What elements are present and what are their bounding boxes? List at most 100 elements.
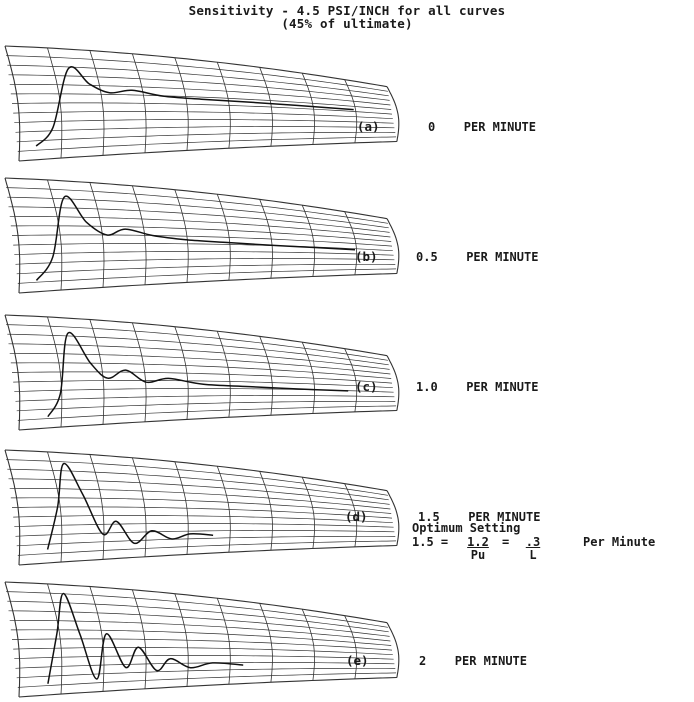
grid-line-vertical bbox=[89, 586, 105, 692]
pressure-trace bbox=[46, 462, 214, 550]
grid-line-vertical bbox=[259, 603, 273, 683]
fraction-1-denominator: Pu bbox=[470, 548, 486, 562]
grid-line-horizontal bbox=[11, 371, 393, 384]
grid-line-vertical bbox=[216, 466, 231, 553]
grid-line-vertical bbox=[386, 490, 400, 546]
optimum-equals: = bbox=[502, 535, 510, 549]
grid-line-horizontal bbox=[18, 676, 397, 698]
grid-line-horizontal bbox=[9, 215, 391, 238]
grid-line-vertical bbox=[4, 449, 21, 566]
grid-line-vertical bbox=[47, 316, 63, 428]
grid-line-vertical bbox=[174, 593, 189, 687]
grid-line-horizontal bbox=[8, 610, 390, 637]
panel-a: (a) 0 PER MINUTE bbox=[0, 36, 694, 166]
grid-line-horizontal bbox=[11, 506, 393, 519]
panel-e-label: (e) 2 PER MINUTE bbox=[346, 654, 527, 668]
grid-line-vertical bbox=[47, 451, 63, 563]
recorder-chart-a bbox=[4, 45, 400, 162]
grid-line-horizontal bbox=[4, 314, 388, 357]
grid-line-horizontal bbox=[18, 272, 397, 294]
grid-line-horizontal bbox=[16, 667, 396, 679]
grid-line-horizontal bbox=[13, 243, 393, 252]
grid-line-horizontal bbox=[8, 478, 390, 505]
grid-line-horizontal bbox=[11, 638, 393, 651]
grid-line-vertical bbox=[344, 483, 358, 547]
grid-line-vertical bbox=[259, 67, 273, 147]
panel-unit: PER MINUTE bbox=[468, 510, 541, 524]
grid-line-horizontal bbox=[4, 449, 388, 492]
grid-line-horizontal bbox=[10, 629, 392, 646]
grid-line-horizontal bbox=[14, 251, 394, 256]
grid-line-vertical bbox=[132, 53, 147, 153]
panel-a-label: (a) 0 PER MINUTE bbox=[357, 120, 536, 134]
grid-line-vertical bbox=[301, 477, 316, 549]
grid-line-horizontal bbox=[6, 591, 388, 628]
grid-line-vertical bbox=[259, 199, 273, 279]
recorder-chart-d bbox=[4, 449, 400, 566]
grid-line-vertical bbox=[132, 457, 147, 557]
optimum-fraction-1: 1.2 Pu bbox=[460, 536, 496, 562]
grid-line-horizontal bbox=[16, 400, 396, 412]
grid-line-vertical bbox=[386, 86, 400, 142]
grid-line-vertical bbox=[259, 336, 273, 416]
panel-letter: (b) bbox=[355, 249, 378, 264]
recorder-chart-b bbox=[4, 177, 400, 294]
grid-line-horizontal bbox=[7, 196, 389, 229]
grid-line-horizontal bbox=[4, 581, 388, 624]
grid-line-vertical bbox=[174, 461, 189, 555]
grid-line-horizontal bbox=[13, 380, 393, 389]
pressure-trace bbox=[47, 592, 244, 684]
grid-line-vertical bbox=[216, 194, 231, 281]
recorder-chart-c bbox=[4, 314, 400, 431]
panel-unit: PER MINUTE bbox=[463, 120, 536, 134]
optimum-units: Per Minute bbox=[583, 535, 656, 549]
grid-line-vertical bbox=[132, 185, 147, 285]
grid-line-horizontal bbox=[17, 136, 397, 152]
grid-line-vertical bbox=[216, 331, 231, 418]
figure-title: Sensitivity - 4.5 PSI/INCH for all curve… bbox=[188, 3, 506, 18]
grid-line-vertical bbox=[216, 598, 231, 685]
grid-line-vertical bbox=[132, 589, 147, 689]
grid-line-horizontal bbox=[13, 111, 393, 120]
panel-letter: (e) bbox=[346, 653, 369, 668]
grid-line-vertical bbox=[216, 62, 231, 149]
grid-line-horizontal bbox=[9, 487, 391, 510]
fraction-1-numerator: 1.2 bbox=[467, 535, 489, 549]
grid-line-horizontal bbox=[7, 333, 389, 366]
grid-line-horizontal bbox=[15, 258, 395, 265]
grid-line-vertical bbox=[89, 182, 105, 288]
grid-line-horizontal bbox=[13, 515, 393, 524]
panel-rate: 0 bbox=[428, 120, 436, 134]
panel-c-label: (c) 1.0 PER MINUTE bbox=[355, 380, 538, 394]
grid-line-vertical bbox=[301, 609, 316, 681]
grid-line-horizontal bbox=[11, 102, 393, 115]
figure-subtitle: (45% of ultimate) bbox=[281, 16, 413, 31]
panel-d: (d) 1.5 PER MINUTE Optimum Setting 1.5 =… bbox=[0, 440, 694, 570]
grid-line-vertical bbox=[301, 342, 316, 414]
grid-line-horizontal bbox=[15, 126, 395, 133]
fraction-2-denominator: L bbox=[529, 548, 537, 562]
grid-line-vertical bbox=[89, 319, 105, 425]
panel-rate: 1.5 bbox=[418, 510, 440, 524]
grid-line-vertical bbox=[386, 355, 400, 411]
optimum-lhs: 1.5 = bbox=[412, 535, 449, 549]
panel-b: (b) 0.5 PER MINUTE bbox=[0, 168, 694, 298]
grid-line-horizontal bbox=[9, 619, 391, 642]
grid-line-vertical bbox=[47, 583, 63, 695]
grid-line-horizontal bbox=[11, 234, 393, 247]
grid-line-horizontal bbox=[6, 324, 388, 361]
grid-line-vertical bbox=[386, 622, 400, 678]
grid-line-vertical bbox=[4, 45, 21, 162]
grid-line-horizontal bbox=[18, 409, 397, 431]
grid-line-horizontal bbox=[6, 55, 388, 92]
grid-line-horizontal bbox=[4, 177, 388, 220]
grid-line-horizontal bbox=[17, 268, 397, 284]
grid-line-horizontal bbox=[16, 263, 396, 275]
grid-line-horizontal bbox=[8, 343, 390, 370]
panel-unit: PER MINUTE bbox=[466, 380, 539, 394]
recorder-chart-e bbox=[4, 581, 400, 698]
grid-line-horizontal bbox=[13, 647, 393, 656]
panel-unit: PER MINUTE bbox=[466, 250, 539, 264]
grid-line-horizontal bbox=[6, 459, 388, 496]
grid-line-vertical bbox=[174, 326, 189, 420]
